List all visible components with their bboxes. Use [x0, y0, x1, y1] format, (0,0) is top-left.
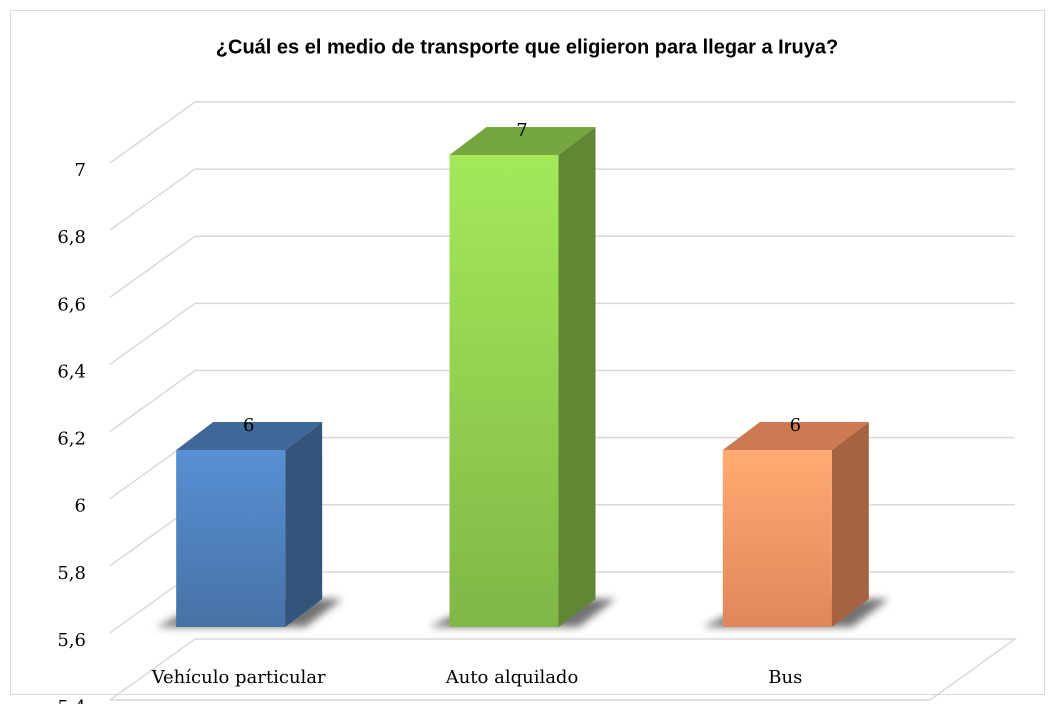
data-label: 6: [243, 415, 254, 436]
bar: [176, 450, 286, 627]
x-tick-label: Vehículo particular: [151, 667, 326, 688]
y-tick-label: 6,6: [57, 294, 86, 315]
data-label: 6: [790, 415, 801, 436]
y-tick-label: 6,2: [57, 429, 86, 450]
bar-side: [831, 422, 869, 627]
grid-line: [109, 101, 1015, 164]
grid-line: [109, 369, 1015, 433]
bar: [449, 155, 559, 627]
grid-line: [109, 235, 1015, 298]
y-tick-label: 5,4: [57, 697, 86, 704]
y-tick-label: 7: [75, 160, 86, 181]
y-tick-label: 6: [75, 496, 86, 517]
bar-top: [722, 422, 869, 450]
bar-top: [449, 127, 596, 155]
x-tick-label: Auto alquilado: [445, 667, 579, 688]
grid-line: [109, 168, 1015, 231]
data-label: 7: [516, 120, 527, 141]
bar: [722, 450, 832, 627]
y-tick-label: 5,8: [57, 563, 86, 584]
y-tick-label: 6,8: [57, 227, 86, 248]
grid-line: [109, 302, 1015, 365]
y-tick-label: 6,4: [57, 361, 86, 382]
bar-top: [176, 422, 323, 450]
x-tick-label: Bus: [768, 667, 802, 688]
y-tick-label: 5,6: [57, 630, 86, 651]
bar-side: [285, 422, 323, 627]
chart-title: ¿Cuál es el medio de transporte que elig…: [216, 36, 838, 58]
bar-side: [558, 127, 596, 627]
grid-line: [109, 638, 1018, 701]
